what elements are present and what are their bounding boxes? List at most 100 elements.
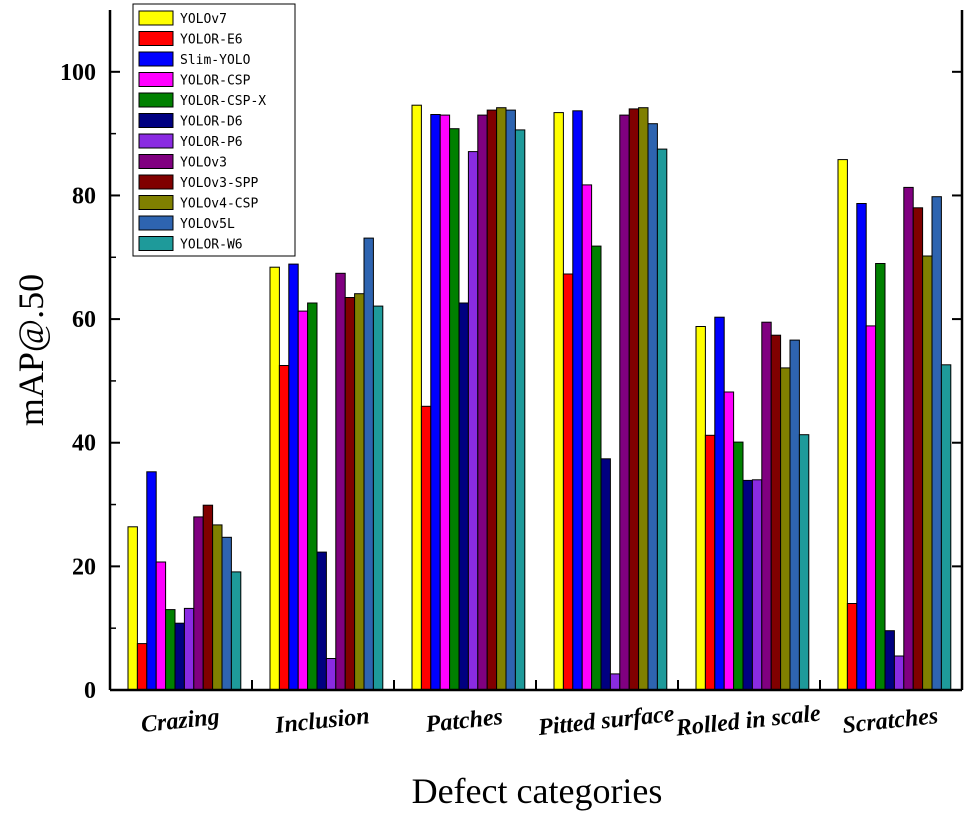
bar-yolor-p6-inclusion xyxy=(325,658,337,691)
bar-yolor-csp-x-pitted-surface xyxy=(591,245,602,691)
bar-yolor-csp-patches xyxy=(439,114,451,691)
bar-yolor-p6-scratches xyxy=(893,655,905,691)
bar-slim-yolo-rolled-in-scale xyxy=(714,316,725,691)
bar-yolov3-pitted-surface xyxy=(619,114,630,691)
bar-yolov4-csp-patches xyxy=(496,107,507,691)
bar-yolor-csp-x-rolled-in-scale xyxy=(733,441,744,691)
bar-yolor-csp-x-crazing xyxy=(165,609,176,691)
bar-yolor-d6-inclusion xyxy=(316,551,327,691)
bar-yolor-d6-crazing xyxy=(174,622,185,691)
x-category-label: Inclusion xyxy=(273,703,371,739)
bar-yolov5l-pitted-surface xyxy=(647,123,658,691)
x-category-label: Rolled in scale xyxy=(674,700,823,741)
legend-label: YOLOR-CSP-X xyxy=(180,94,266,109)
bar-yolor-p6-crazing xyxy=(183,607,195,691)
legend-label: YOLOR-W6 xyxy=(180,238,243,253)
bar-yolor-w6-inclusion xyxy=(372,305,384,691)
legend-label: YOLOv7 xyxy=(180,12,227,27)
legend-swatch xyxy=(138,195,174,210)
bar-yolor-e6-patches xyxy=(420,405,432,691)
bar-yolov7-patches xyxy=(411,104,422,691)
legend-label: Slim-YOLO xyxy=(180,53,251,68)
bar-yolor-w6-patches xyxy=(514,129,526,691)
legend-swatch xyxy=(138,72,174,87)
bar-yolor-w6-scratches xyxy=(940,364,952,691)
bar-yolov3-spp-scratches xyxy=(912,207,924,691)
bar-yolov4-csp-rolled-in-scale xyxy=(780,367,791,691)
legend-swatch xyxy=(138,133,174,149)
legend-swatch xyxy=(138,174,174,190)
y-tick-label: 100 xyxy=(60,60,96,86)
bar-slim-yolo-patches xyxy=(430,114,441,691)
bar-slim-yolo-scratches xyxy=(856,203,867,691)
y-tick-label: 20 xyxy=(72,554,96,580)
legend-swatch xyxy=(138,10,174,26)
legend-label: YOLOv4-CSP xyxy=(180,197,258,212)
bar-yolor-e6-crazing xyxy=(136,643,148,691)
bar-yolor-e6-pitted-surface xyxy=(562,273,574,691)
legend-label: YOLOv3 xyxy=(180,156,227,171)
bar-yolor-csp-scratches xyxy=(865,325,877,691)
bar-slim-yolo-crazing xyxy=(146,471,157,691)
x-category-label: Pitted surface xyxy=(536,701,676,741)
bar-yolov3-patches xyxy=(477,114,488,691)
bar-yolov3-spp-patches xyxy=(486,109,498,691)
x-axis-title: Defect categories xyxy=(412,771,663,811)
bar-yolov7-crazing xyxy=(127,526,138,691)
bar-yolor-d6-scratches xyxy=(884,630,895,691)
bar-yolov4-csp-crazing xyxy=(212,524,223,691)
y-tick-label: 0 xyxy=(84,678,96,704)
bar-yolov4-csp-inclusion xyxy=(354,293,365,691)
legend-swatch xyxy=(138,31,174,46)
bar-yolor-w6-rolled-in-scale xyxy=(798,434,810,691)
bar-yolor-p6-rolled-in-scale xyxy=(751,479,763,691)
x-category-label: Scratches xyxy=(841,703,939,739)
legend-swatch xyxy=(138,215,174,231)
bar-yolov7-rolled-in-scale xyxy=(695,326,706,691)
legend-label: YOLOR-D6 xyxy=(180,115,243,130)
x-category-label: Crazing xyxy=(140,704,221,738)
bar-yolor-d6-patches xyxy=(458,302,469,691)
y-tick-label: 40 xyxy=(72,431,96,457)
y-tick-label: 80 xyxy=(72,183,96,209)
legend: YOLOv7 YOLOR-E6 Slim-YOLO YOLOR-CSP YOLOR-CS… xyxy=(132,3,296,257)
bar-yolor-csp-x-patches xyxy=(449,128,460,691)
bars xyxy=(127,104,952,691)
bar-yolor-csp-x-scratches xyxy=(875,263,886,691)
bar-yolov3-spp-rolled-in-scale xyxy=(770,334,782,691)
bar-yolov7-scratches xyxy=(837,159,848,691)
bar-yolor-e6-inclusion xyxy=(278,365,290,691)
bar-yolor-d6-rolled-in-scale xyxy=(742,479,753,691)
bar-yolor-p6-pitted-surface xyxy=(609,673,621,691)
bar-yolor-e6-rolled-in-scale xyxy=(704,434,716,691)
bar-yolor-p6-patches xyxy=(467,151,479,691)
bar-yolor-w6-pitted-surface xyxy=(656,148,668,691)
y-tick-label: 60 xyxy=(72,307,96,333)
bar-yolor-csp-crazing xyxy=(155,561,167,691)
bar-yolov3-scratches xyxy=(903,186,914,691)
bar-yolov3-spp-inclusion xyxy=(344,297,356,691)
legend-label: YOLOv3-SPP xyxy=(180,176,258,191)
bar-yolov5l-crazing xyxy=(221,536,232,691)
legend-label: YOLOR-P6 xyxy=(180,135,243,150)
bar-yolor-e6-scratches xyxy=(846,603,858,691)
bar-yolov3-spp-crazing xyxy=(202,504,214,691)
legend-label: YOLOv5L xyxy=(180,217,235,232)
x-category-label: Patches xyxy=(423,704,504,738)
legend-swatch xyxy=(138,154,174,169)
bar-yolor-csp-pitted-surface xyxy=(581,184,593,691)
bar-yolov4-csp-pitted-surface xyxy=(638,107,649,691)
bar-yolor-csp-rolled-in-scale xyxy=(723,391,735,691)
bar-yolov5l-scratches xyxy=(931,196,942,691)
bar-yolov5l-patches xyxy=(505,109,516,691)
bar-yolov5l-inclusion xyxy=(363,237,374,691)
legend-swatch xyxy=(138,113,174,128)
bar-yolov4-csp-scratches xyxy=(922,255,933,691)
legend-swatch xyxy=(138,236,174,251)
y-axis-title: mAP@.50 xyxy=(11,274,51,426)
y-axis-ticks: 0 20 40 60 80 100 xyxy=(60,60,962,704)
bar-yolov7-pitted-surface xyxy=(553,112,564,691)
bar-yolor-csp-x-inclusion xyxy=(307,302,318,691)
bar-yolor-w6-crazing xyxy=(230,571,242,691)
